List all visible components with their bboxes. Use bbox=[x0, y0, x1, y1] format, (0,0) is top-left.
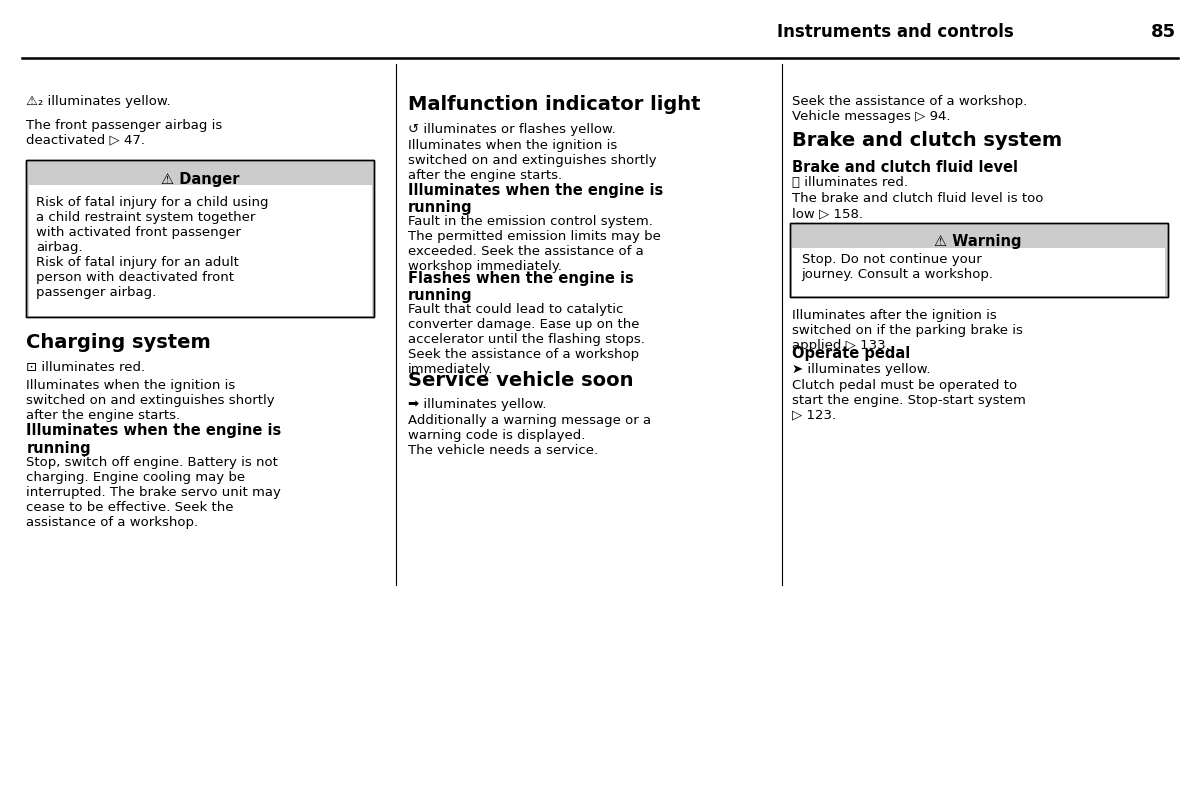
Bar bbox=[792, 248, 1165, 296]
Text: ⓘ illuminates red.: ⓘ illuminates red. bbox=[792, 176, 908, 189]
Text: Service vehicle soon: Service vehicle soon bbox=[408, 371, 634, 390]
Text: Brake and clutch fluid level: Brake and clutch fluid level bbox=[792, 160, 1018, 176]
Text: Clutch pedal must be operated to
start the engine. Stop-start system
▷ 123.: Clutch pedal must be operated to start t… bbox=[792, 379, 1026, 422]
Text: Stop, switch off engine. Battery is not
charging. Engine cooling may be
interrup: Stop, switch off engine. Battery is not … bbox=[26, 456, 281, 529]
Text: Illuminates when the ignition is
switched on and extinguishes shortly
after the : Illuminates when the ignition is switche… bbox=[408, 139, 656, 182]
Text: Stop. Do not continue your
journey. Consult a workshop.: Stop. Do not continue your journey. Cons… bbox=[802, 253, 994, 281]
Text: Flashes when the engine is
running: Flashes when the engine is running bbox=[408, 271, 634, 303]
Text: ⊡ illuminates red.: ⊡ illuminates red. bbox=[26, 361, 145, 374]
Text: ➤ illuminates yellow.: ➤ illuminates yellow. bbox=[792, 363, 930, 375]
Bar bbox=[26, 160, 374, 317]
Bar bbox=[26, 160, 374, 317]
Text: The front passenger airbag is
deactivated ▷ 47.: The front passenger airbag is deactivate… bbox=[26, 119, 223, 147]
Text: Fault in the emission control system.
The permitted emission limits may be
excee: Fault in the emission control system. Th… bbox=[408, 215, 661, 273]
Text: ⚠₂ illuminates yellow.: ⚠₂ illuminates yellow. bbox=[26, 95, 172, 107]
Text: Instruments and controls: Instruments and controls bbox=[778, 23, 1014, 41]
Text: 85: 85 bbox=[1151, 23, 1176, 41]
Bar bbox=[790, 223, 1168, 297]
Bar bbox=[29, 185, 372, 316]
Text: Illuminates when the ignition is
switched on and extinguishes shortly
after the : Illuminates when the ignition is switche… bbox=[26, 379, 275, 422]
Text: ↺ illuminates or flashes yellow.: ↺ illuminates or flashes yellow. bbox=[408, 123, 616, 136]
Text: Operate pedal: Operate pedal bbox=[792, 346, 911, 362]
Text: Illuminates when the engine is
running: Illuminates when the engine is running bbox=[408, 183, 664, 215]
Text: ➡ illuminates yellow.: ➡ illuminates yellow. bbox=[408, 398, 546, 411]
Text: ⚠ Warning: ⚠ Warning bbox=[935, 234, 1021, 249]
Text: Malfunction indicator light: Malfunction indicator light bbox=[408, 95, 701, 114]
Text: Illuminates after the ignition is
switched on if the parking brake is
applied ▷ : Illuminates after the ignition is switch… bbox=[792, 309, 1022, 352]
Text: Seek the assistance of a workshop.
Vehicle messages ▷ 94.: Seek the assistance of a workshop. Vehic… bbox=[792, 95, 1027, 123]
Bar bbox=[790, 223, 1168, 297]
Text: ⚠ Danger: ⚠ Danger bbox=[161, 172, 240, 187]
Text: Illuminates when the engine is
running: Illuminates when the engine is running bbox=[26, 423, 282, 456]
Text: The brake and clutch fluid level is too
low ▷ 158.: The brake and clutch fluid level is too … bbox=[792, 192, 1043, 221]
Text: Additionally a warning message or a
warning code is displayed.
The vehicle needs: Additionally a warning message or a warn… bbox=[408, 414, 652, 457]
Text: Risk of fatal injury for a child using
a child restraint system together
with ac: Risk of fatal injury for a child using a… bbox=[36, 196, 269, 299]
Text: Charging system: Charging system bbox=[26, 333, 211, 352]
Text: Fault that could lead to catalytic
converter damage. Ease up on the
accelerator : Fault that could lead to catalytic conve… bbox=[408, 303, 644, 376]
Text: Brake and clutch system: Brake and clutch system bbox=[792, 131, 1062, 150]
